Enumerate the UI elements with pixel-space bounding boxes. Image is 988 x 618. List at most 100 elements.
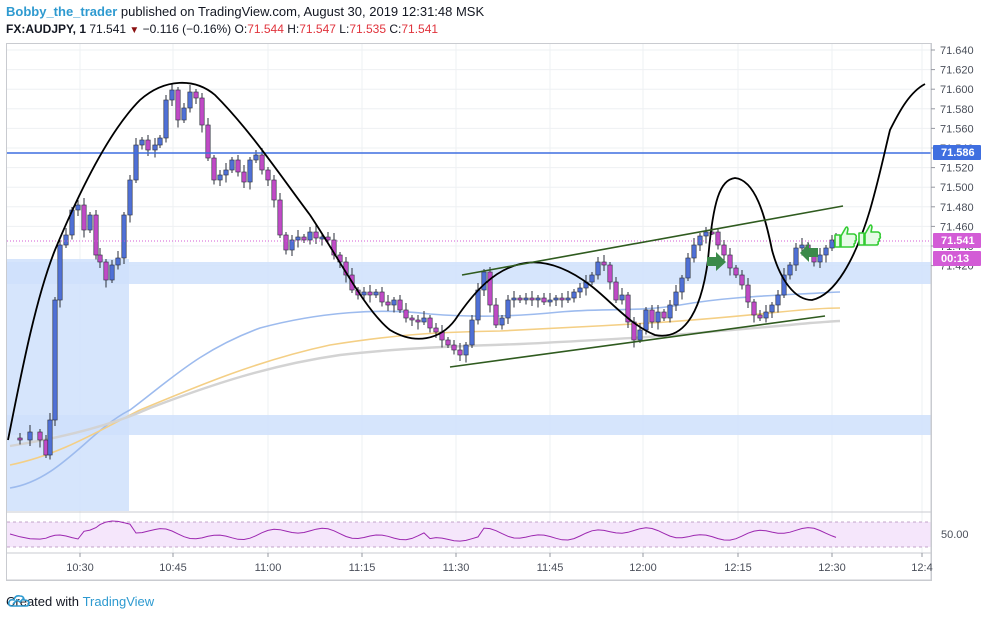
bear-candle: [265, 169, 271, 181]
bull-candle: [703, 231, 709, 237]
bull-candle: [637, 329, 643, 341]
price-tick-label: 71.560: [940, 123, 974, 135]
bear-candle: [103, 261, 109, 281]
rsi-band: [7, 522, 931, 547]
current-price-badge-bg: [933, 233, 981, 248]
symbol-name[interactable]: FX:AUDJPY, 1: [6, 22, 87, 36]
sma-blue: [9, 291, 841, 489]
price-tick-label: 71.500: [940, 182, 974, 194]
thumbs-up-icon: [834, 226, 858, 248]
bull-candle: [373, 291, 379, 296]
time-tick-label: 10:30: [66, 562, 94, 574]
bull-candle: [361, 291, 367, 296]
bear-candle: [733, 267, 739, 276]
demand-zone-left: [7, 259, 129, 511]
bear-candle: [415, 319, 421, 323]
bear-candle: [403, 309, 409, 319]
bull-candle: [619, 294, 625, 301]
bull-candle: [571, 291, 577, 299]
bull-candle: [163, 99, 169, 139]
chart-grid: [7, 44, 931, 553]
bull-candle: [511, 297, 517, 301]
bear-candle: [607, 264, 613, 283]
bear-candle: [81, 204, 87, 231]
time-tick-label: 11:30: [443, 562, 470, 574]
symbol-info-line: FX:AUDJPY, 1 71.541 ▼ −0.116 (−0.16%) O:…: [6, 22, 438, 36]
bear-candle: [661, 311, 667, 319]
time-tick-label: 12:15: [724, 562, 752, 574]
price-change: −0.116 (−0.16%): [142, 22, 232, 36]
bear-candle: [529, 297, 535, 301]
time-tick-label: 10:45: [159, 562, 187, 574]
time-axis[interactable]: 10:30 10:45 11:00 11:15 11:30 11:45 12:00 12:15…: [7, 553, 933, 581]
bull-candle: [27, 431, 33, 441]
footer-credit: Created with TradingView: [6, 594, 154, 609]
bear-candle: [145, 139, 151, 151]
channel-upper-line: [461, 205, 844, 276]
bull-candle: [181, 107, 187, 121]
close-label: C:: [389, 22, 402, 36]
time-tick-label: 11:45: [537, 562, 564, 574]
trend-drawings: [7, 81, 931, 441]
publish-text: published on TradingView.com, August 30,…: [117, 4, 485, 19]
bull-candle: [817, 254, 823, 263]
bull-candle: [475, 289, 481, 321]
current-price-badge: 71.541: [941, 235, 975, 247]
time-tick-label: 11:00: [255, 562, 282, 574]
bear-candle: [601, 261, 607, 266]
rsi-line: [9, 520, 837, 542]
bear-candle: [751, 301, 757, 316]
bull-candle: [799, 244, 805, 249]
time-tick-label: 11:15: [349, 562, 376, 574]
bull-candle: [307, 231, 313, 241]
bear-candle: [715, 231, 721, 246]
bear-candle: [367, 291, 373, 296]
freehand-wave-curve: [7, 81, 926, 441]
bear-candle: [259, 154, 265, 171]
bear-candle: [97, 254, 103, 263]
bull-candle: [523, 297, 529, 301]
bear-candle: [445, 339, 451, 346]
price-axis[interactable]: 71.64071.62071.60071.58071.56071.54071.5…: [930, 44, 981, 581]
bear-candle: [745, 284, 751, 303]
bear-candle: [211, 157, 217, 181]
low-label: L:: [339, 22, 350, 36]
tradingview-cloud-icon: [8, 595, 30, 607]
time-tick-label: 12:4: [911, 562, 932, 574]
price-tick-label: 71.520: [940, 163, 974, 175]
price-tick-label: 71.460: [940, 221, 974, 233]
bear-candle: [433, 327, 439, 333]
moving-averages: [9, 291, 841, 489]
publish-info: Bobby_the_trader published on TradingVie…: [6, 4, 484, 19]
price-tick-label: 71.600: [940, 84, 974, 96]
author-link[interactable]: Bobby_the_trader: [6, 4, 118, 19]
bull-candle: [295, 236, 301, 241]
bear-candle: [721, 244, 727, 256]
tradingview-link[interactable]: TradingView: [82, 594, 155, 609]
price-tick-label: 71.580: [940, 104, 974, 116]
bear-candle: [301, 236, 307, 241]
resistance-price-badge: 71.586: [941, 147, 975, 159]
bear-candle: [559, 297, 565, 301]
bull-candle: [469, 319, 475, 346]
bull-candle: [499, 317, 505, 326]
bull-candle: [823, 247, 829, 256]
bear-candle: [277, 199, 283, 236]
bull-candle: [553, 297, 559, 301]
bear-candle: [331, 239, 337, 256]
bear-candle: [457, 349, 463, 356]
bull-candle: [793, 247, 799, 266]
resistance-price-badge-bg: [933, 145, 981, 160]
bull-candle: [577, 287, 583, 293]
bear-candle: [37, 431, 43, 441]
bull-candle: [289, 239, 295, 251]
bull-candle: [505, 299, 511, 319]
bear-candle: [709, 231, 715, 235]
bear-candle: [175, 89, 181, 121]
bull-candle: [52, 299, 58, 421]
bull-candle: [217, 174, 223, 181]
bear-candle: [451, 344, 457, 351]
bear-candle: [427, 317, 433, 329]
high-value: 71.547: [299, 22, 336, 36]
